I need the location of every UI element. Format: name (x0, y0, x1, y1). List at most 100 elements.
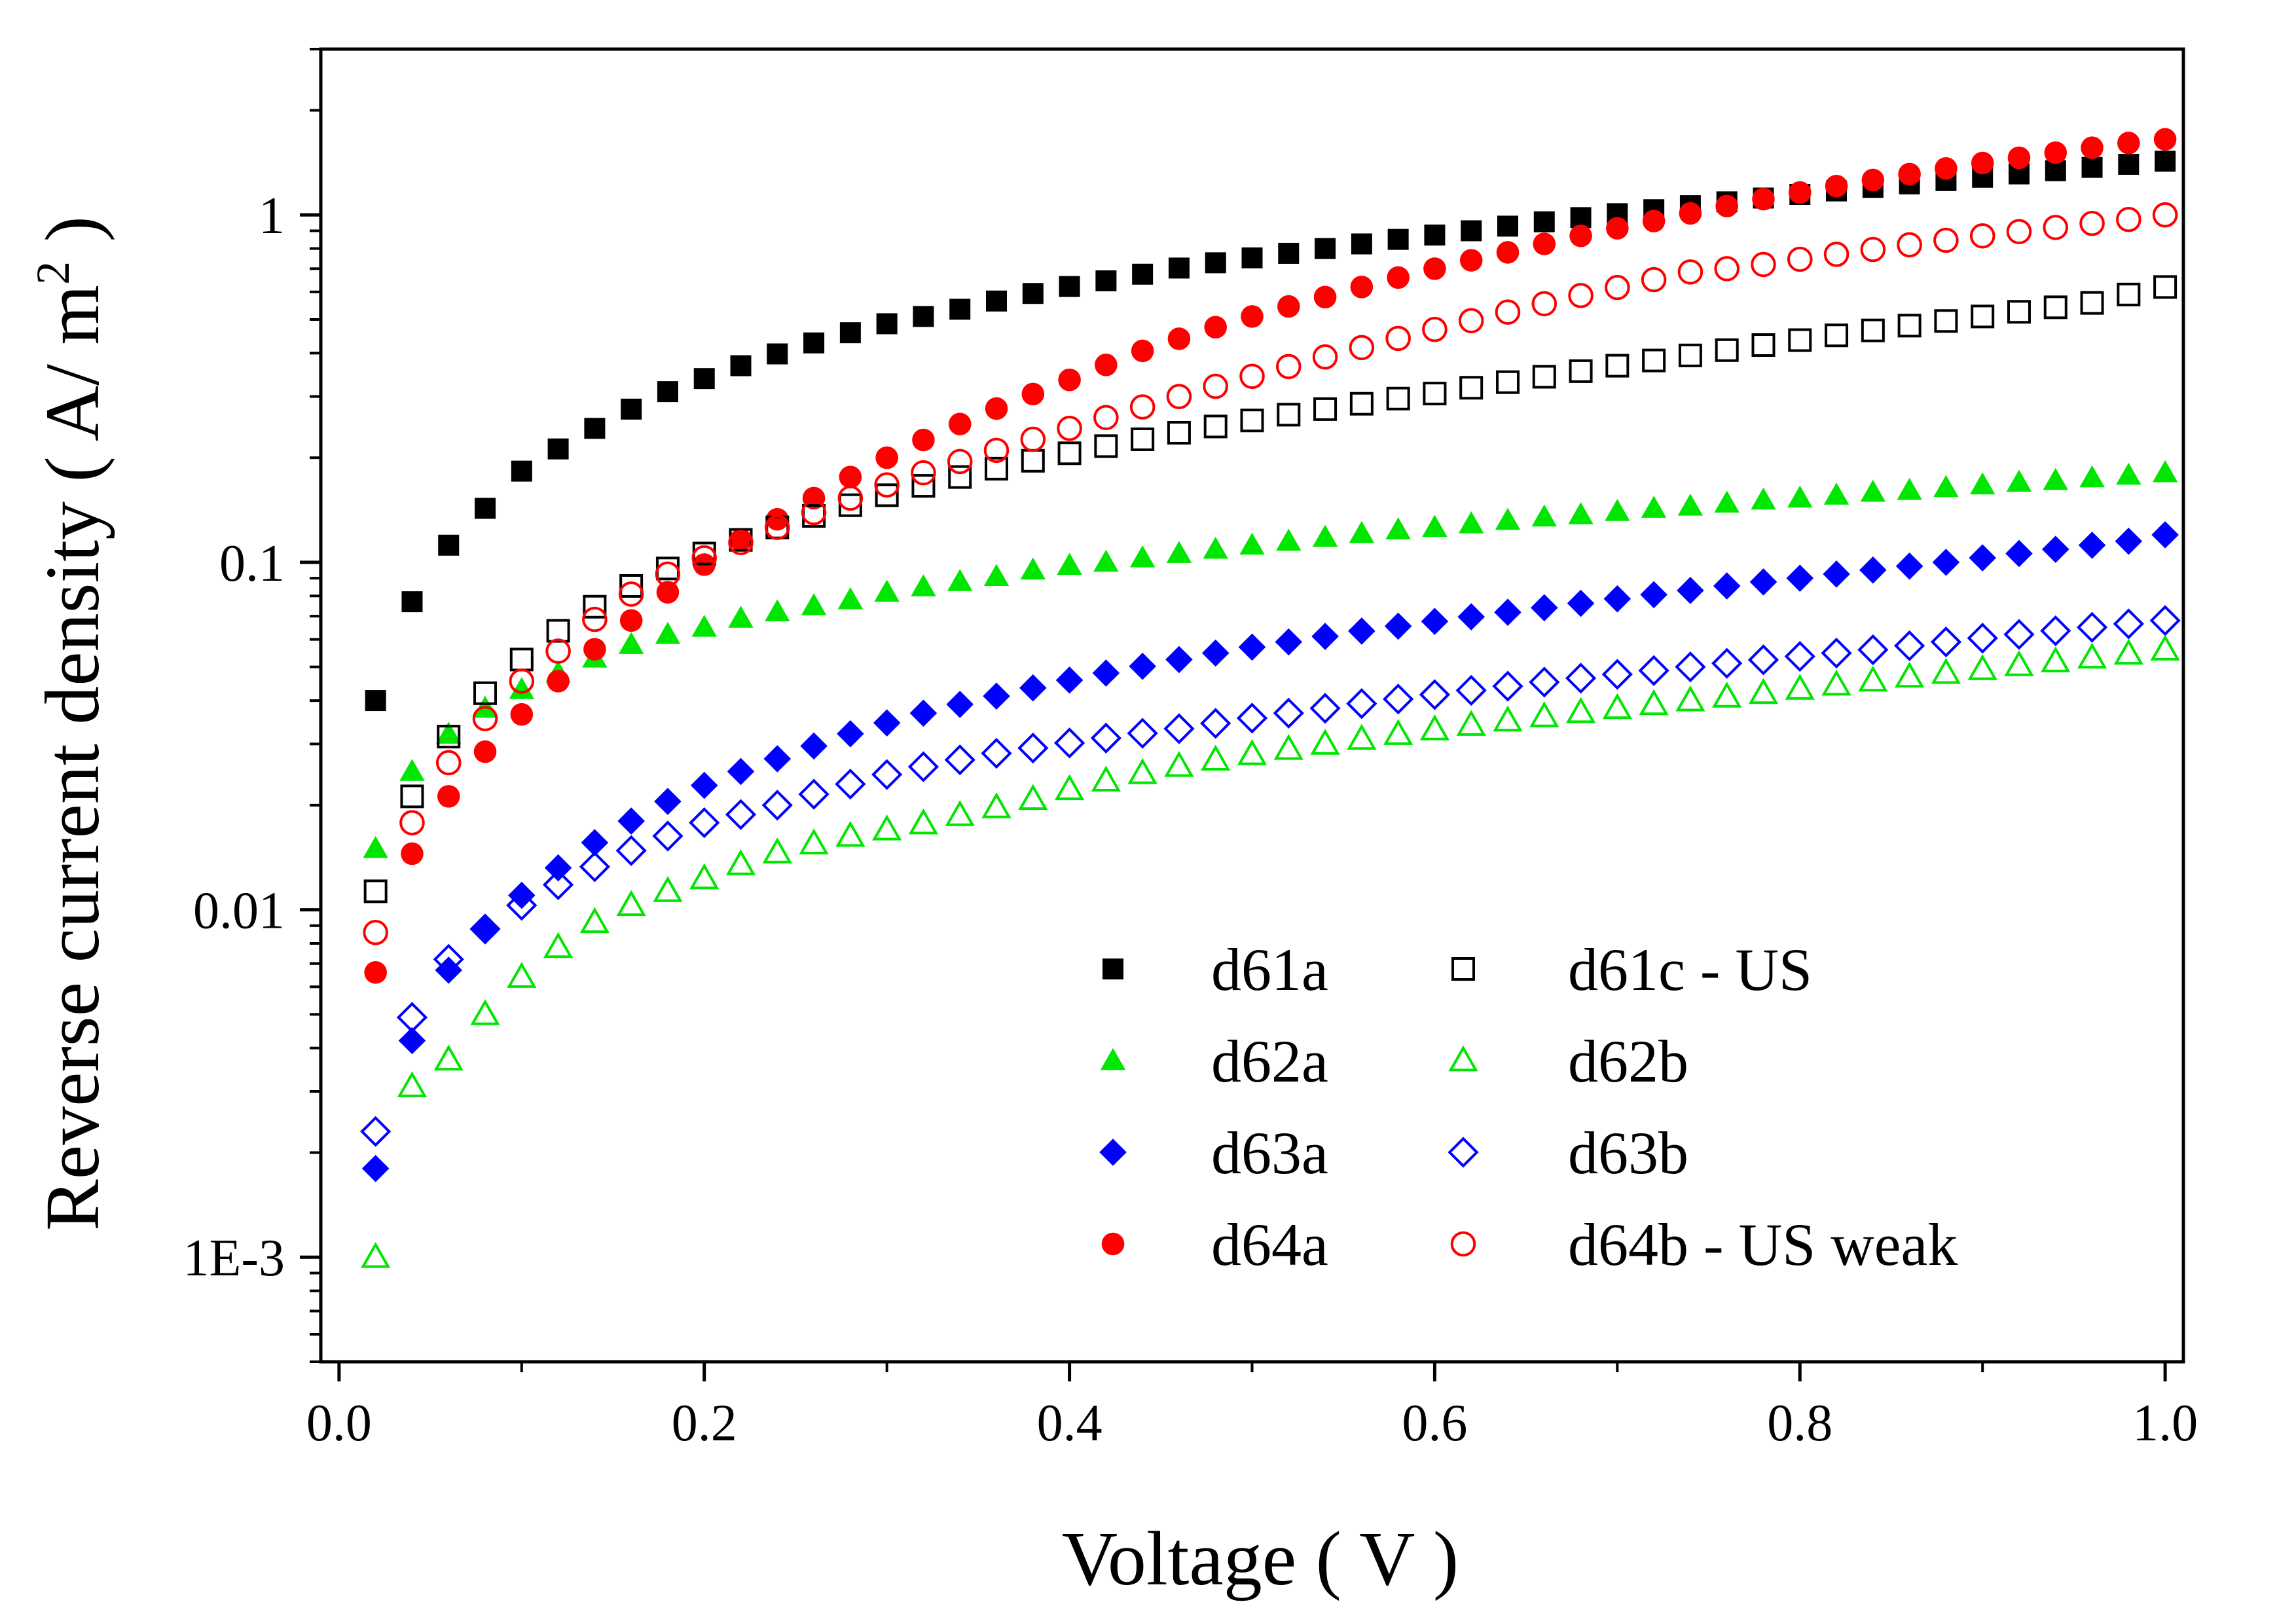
point-d62a (1495, 507, 1521, 530)
point-d63b (396, 1002, 428, 1033)
point-d62a (1459, 511, 1484, 534)
point-d61a (1461, 220, 1482, 242)
point-d64b-us-weak (509, 668, 535, 694)
point-d64b-us-weak (2043, 215, 2069, 240)
point-d64a (1569, 225, 1592, 247)
point-d64a (1167, 327, 1191, 350)
point-d61c-us (948, 465, 972, 489)
point-d63b (1090, 722, 1121, 754)
point-d64b-us-weak (472, 706, 498, 731)
point-d61a (657, 381, 678, 403)
point-d62b (1310, 729, 1340, 755)
point-d62b (689, 863, 720, 890)
point-d62b (579, 907, 610, 934)
point-d61c-us (985, 456, 1009, 481)
point-d61c-us (546, 619, 570, 643)
point-d63b (689, 807, 720, 839)
point-d62a (655, 621, 681, 644)
point-d62b (1383, 719, 1413, 745)
point-d61c-us (1751, 333, 1776, 357)
point-d61a (1497, 215, 1518, 237)
point-d64b-us-weak (2006, 219, 2032, 245)
point-d64a (839, 465, 862, 488)
point-d64a (948, 412, 972, 435)
series-d64a (364, 128, 2177, 984)
point-d61a (547, 438, 569, 460)
point-d61c-us (2153, 275, 2178, 299)
point-d63a (1969, 544, 1996, 572)
point-d64a (2081, 136, 2104, 159)
point-d64b-us-weak (1349, 335, 1375, 361)
point-d62b (2041, 646, 2071, 672)
x-tick-label: 1.0 (2132, 1395, 2198, 1452)
point-d62b (507, 962, 537, 988)
point-d64a (1679, 202, 1702, 225)
point-d64a (1459, 249, 1483, 272)
legend-label: d62b (1568, 1028, 1688, 1095)
point-d61c-us (1934, 309, 1958, 333)
point-d63b (1127, 718, 1158, 749)
point-d63a (1932, 549, 1960, 576)
point-d63b (433, 943, 464, 975)
point-d61a (1351, 233, 1372, 255)
point-d63b (2076, 611, 2108, 643)
point-d62a (2116, 462, 2141, 485)
point-d64a (1898, 162, 1921, 186)
point-d61c-us (2043, 295, 2068, 319)
point-d62b (1456, 710, 1486, 736)
point-d62a (399, 759, 425, 781)
point-d62a (1860, 479, 1886, 502)
point-d64b-us-weak (1823, 242, 1850, 267)
point-d64b-us-weak (1787, 246, 1813, 272)
point-d64a (364, 961, 387, 984)
point-d63a (2115, 527, 2143, 555)
point-d63a (1603, 585, 1631, 613)
point-d63a (617, 807, 645, 835)
point-d63a (1019, 674, 1047, 702)
point-d62a (1276, 528, 1302, 551)
point-d63a (837, 720, 864, 748)
point-d63b (1967, 623, 1998, 654)
point-d64b-us-weak (801, 500, 827, 526)
point-d62b (1602, 693, 1632, 720)
point-d64a (1313, 285, 1337, 309)
point-d61c-us (1277, 403, 1301, 427)
point-d61a (2081, 156, 2103, 178)
point-d62b (981, 792, 1011, 818)
point-d62b (1419, 714, 1450, 740)
point-d62a (2152, 460, 2178, 483)
point-d63a (581, 829, 609, 856)
point-d61c-us (875, 483, 899, 507)
point-d63a (1749, 568, 1777, 596)
point-d64b-us-weak (582, 606, 608, 632)
point-d61c-us (1203, 414, 1228, 439)
point-d62a (1312, 524, 1338, 547)
point-d64b-us-weak (435, 750, 462, 776)
point-d61c-us (363, 879, 388, 903)
y-tick-label: 0.01 (193, 883, 285, 940)
point-d61c-us (2080, 291, 2104, 315)
point-d62a (1349, 520, 1375, 543)
point-d62a (618, 632, 644, 654)
point-d62b (1785, 674, 1815, 700)
y-tick-label: 1E-3 (183, 1230, 285, 1287)
point-d64b-us-weak (1385, 325, 1411, 352)
point-d64a (1095, 354, 1118, 376)
point-d62b (1201, 744, 1231, 771)
point-d64b-us-weak (874, 472, 900, 498)
point-d61a (1424, 224, 1446, 246)
point-d62b (653, 876, 683, 902)
point-d64b-us-weak (1641, 266, 1667, 293)
point-d64b-us-weak (691, 545, 718, 571)
point-d64b-us-weak (1166, 384, 1192, 409)
point-d62b (1018, 784, 1048, 811)
point-d64b-us-weak (1093, 405, 1119, 431)
point-d62a (1057, 553, 1082, 575)
point-d63a (1311, 623, 1339, 650)
point-d62b (835, 820, 866, 847)
point-d64a (437, 785, 460, 808)
point-d61a (1241, 247, 1263, 268)
point-d63b (1930, 626, 1962, 658)
point-d64a (1861, 168, 1885, 192)
